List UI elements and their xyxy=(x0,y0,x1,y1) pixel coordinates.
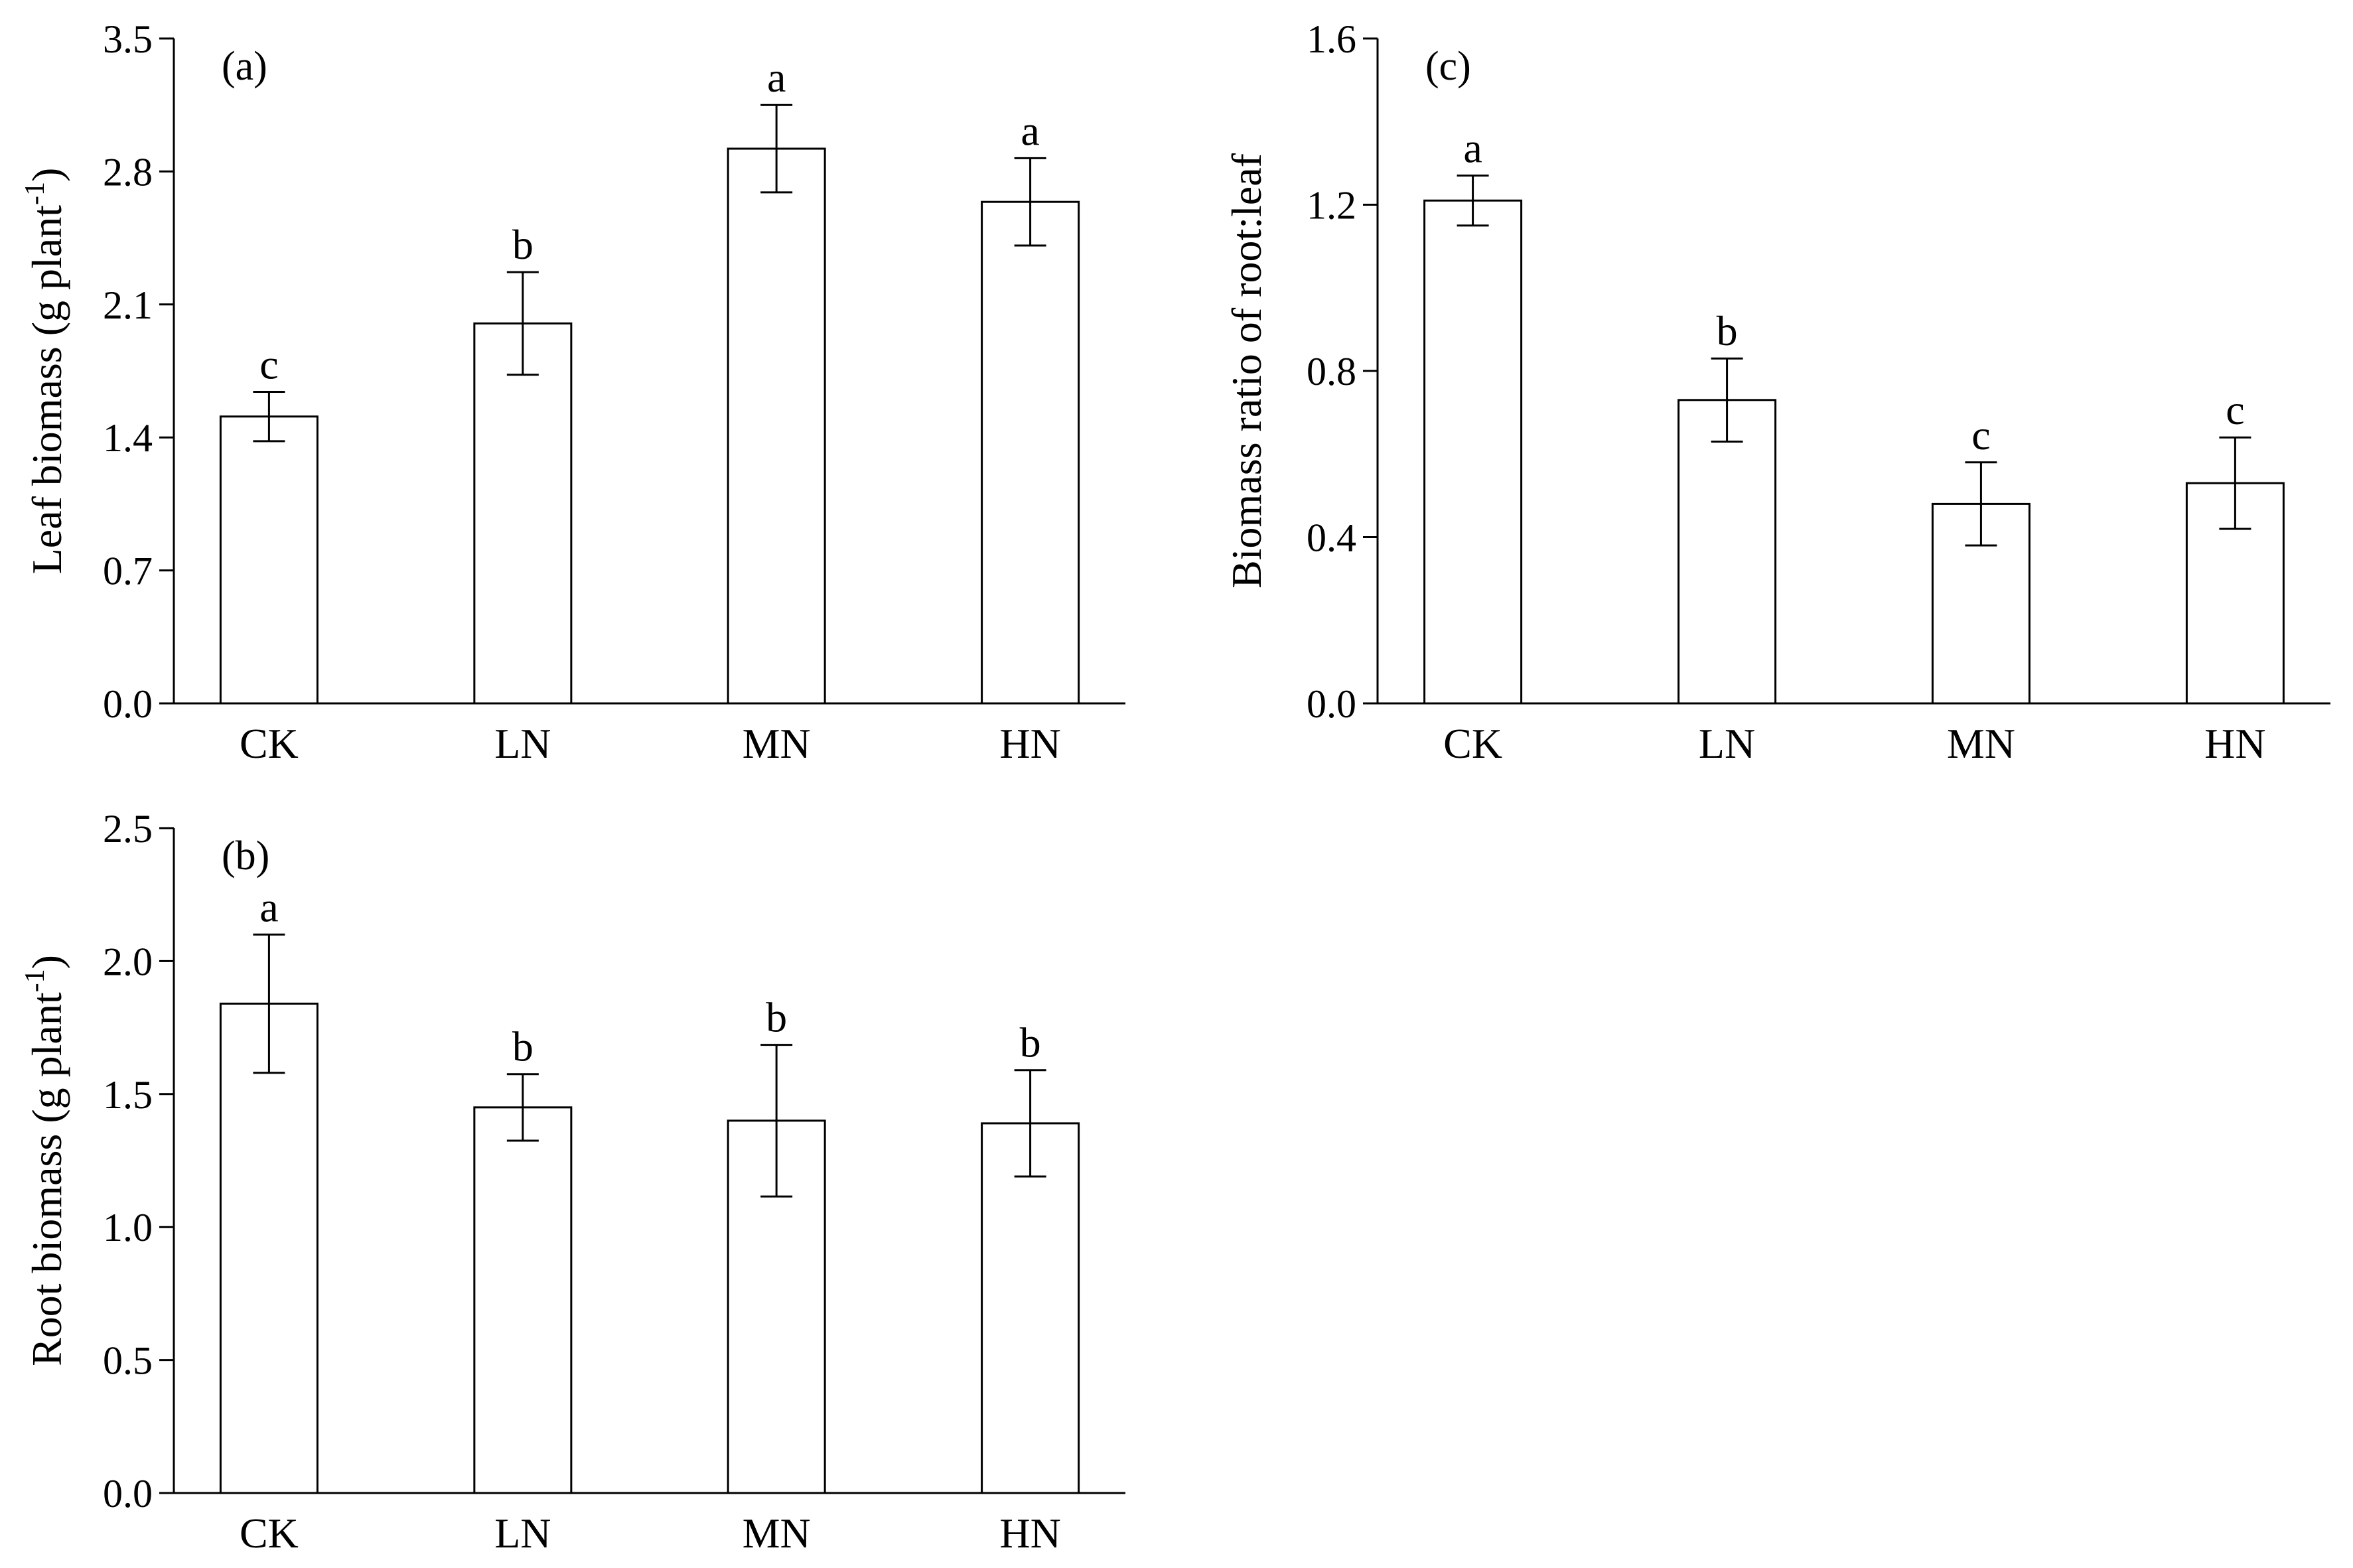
panel-c-y-axis-title-main: Biomass ratio of root:leaf xyxy=(1223,153,1270,589)
panel-a-significance-letter: b xyxy=(512,221,534,268)
panel-c-y-tick-label: 0.8 xyxy=(1307,350,1356,393)
panel-b-bar-ln xyxy=(473,1106,573,1494)
panel-b-panel-label: (b) xyxy=(222,833,269,879)
panel-a-bar-ck xyxy=(219,415,319,705)
panel-c-x-tick-label-hn: HN xyxy=(2204,720,2265,767)
panel-b-y-axis-title-main: Root biomass (g plant xyxy=(23,992,70,1366)
panel-a-bar-ln xyxy=(473,322,573,705)
panel-a-y-tick-label: 2.1 xyxy=(103,283,153,327)
panel-c-significance-letter: c xyxy=(2226,386,2244,433)
panel-b-bar-hn xyxy=(981,1122,1080,1494)
panel-a-y-tick-label: 1.4 xyxy=(103,416,153,460)
panel-a-significance-letter: a xyxy=(767,54,786,101)
panel-c-bar-ck xyxy=(1423,199,1523,705)
panel-b-bar-ck xyxy=(219,1003,319,1494)
panel-b-x-tick-label-ck: CK xyxy=(240,1510,299,1557)
panel-b-y-axis-title-close: ) xyxy=(23,955,70,969)
panel-a-y-tick-label: 0.7 xyxy=(103,549,153,593)
panel-a-y-tick-label: 3.5 xyxy=(103,17,153,61)
panel-a-y-tick-label: 2.8 xyxy=(103,150,153,194)
panel-b-y-axis-title-superscript: -1 xyxy=(20,969,50,992)
panel-a-x-tick-label-ck: CK xyxy=(240,720,299,767)
panel-c-y-axis-title: Biomass ratio of root:leaf xyxy=(1223,153,1270,589)
panel-b-y-tick-label: 2.0 xyxy=(103,940,153,983)
panel-a-y-tick-label: 0.0 xyxy=(103,682,153,726)
panel-a-y-axis-title-main: Leaf biomass (g plant xyxy=(23,205,70,575)
panel-c-panel-label: (c) xyxy=(1425,44,1471,89)
panel-b-significance-letter: b xyxy=(1020,1019,1041,1066)
panel-c-significance-letter: b xyxy=(1717,307,1738,354)
panel-b-y-tick-label: 2.5 xyxy=(103,807,153,851)
panel-c-significance-letter: c xyxy=(1971,411,1990,459)
panel-c-significance-letter: a xyxy=(1463,125,1482,172)
panel-c-y-tick-label: 0.0 xyxy=(1307,682,1356,726)
panel-b-x-tick-label-ln: LN xyxy=(494,1510,551,1557)
panel-a-x-tick-label-mn: MN xyxy=(743,720,811,767)
panel-c-y-tick-label: 1.6 xyxy=(1307,17,1356,61)
panel-c-x-tick-label-ck: CK xyxy=(1443,720,1502,767)
panel-a-significance-letter: a xyxy=(1021,107,1039,154)
panel-c-y-tick-label: 0.4 xyxy=(1307,516,1356,560)
panel-a-panel-label: (a) xyxy=(222,44,267,89)
panel-a-y-axis-title: Leaf biomass (g plant-1) xyxy=(20,168,70,575)
panel-a-bar-mn xyxy=(727,147,826,705)
panel-a-significance-letter: c xyxy=(259,340,278,388)
panel-b-y-tick-label: 1.5 xyxy=(103,1073,153,1117)
panel-b-y-axis-title: Root biomass (g plant-1) xyxy=(20,955,70,1366)
panel-a-y-axis-title-superscript: -1 xyxy=(20,182,50,205)
panel-b-significance-letter: b xyxy=(512,1023,534,1070)
panel-c-bar-ln xyxy=(1677,399,1777,705)
panel-b-y-tick-label: 1.0 xyxy=(103,1206,153,1249)
panel-a-bar-hn xyxy=(981,200,1080,705)
panel-b-y-tick-label: 0.0 xyxy=(103,1472,153,1516)
panel-b-x-tick-label-mn: MN xyxy=(743,1510,811,1557)
panel-a-x-tick-label-ln: LN xyxy=(494,720,551,767)
panel-c-x-tick-label-mn: MN xyxy=(1947,720,2015,767)
panel-a-x-tick-label-hn: HN xyxy=(999,720,1060,767)
panel-c-x-tick-label-ln: LN xyxy=(1699,720,1755,767)
panel-a-y-axis-title-close: ) xyxy=(23,168,70,182)
panel-b-y-tick-label: 0.5 xyxy=(103,1339,153,1383)
panel-b-x-tick-label-hn: HN xyxy=(999,1510,1060,1557)
panel-c-y-tick-label: 1.2 xyxy=(1307,184,1356,228)
panel-b-significance-letter: a xyxy=(259,883,278,930)
panel-b-significance-letter: b xyxy=(766,994,787,1041)
